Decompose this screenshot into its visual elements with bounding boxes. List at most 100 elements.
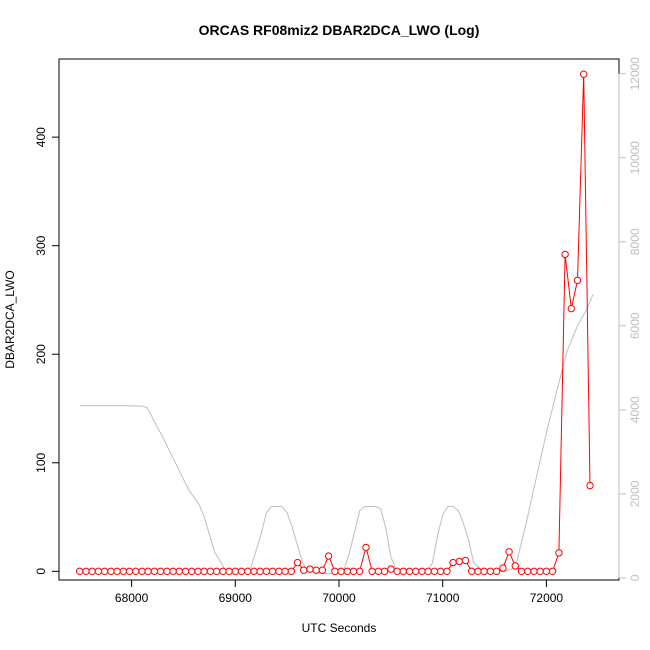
data-point [499, 564, 507, 572]
data-point [393, 567, 401, 575]
y-tick-label: 400 [34, 127, 48, 147]
data-point [212, 567, 221, 575]
data-point [293, 558, 302, 567]
primary-series-line [79, 74, 591, 572]
data-point [244, 567, 252, 575]
data-point [281, 567, 289, 575]
data-point [175, 567, 184, 575]
data-point [455, 557, 463, 566]
data-point [567, 304, 575, 313]
y2-tick-label: 4000 [628, 396, 642, 423]
data-point [492, 567, 501, 575]
data-point [443, 567, 451, 575]
data-point [194, 567, 202, 575]
secondary-series [79, 294, 594, 575]
y2-tick-label: 2000 [628, 480, 642, 507]
data-point [88, 567, 96, 575]
data-point [119, 567, 128, 575]
data-point [399, 567, 407, 575]
data-point [387, 565, 395, 573]
data-point [82, 567, 90, 575]
y-tick-label: 0 [34, 568, 48, 575]
data-point [181, 567, 190, 575]
data-point [405, 567, 414, 575]
data-point [524, 567, 532, 575]
data-point [424, 567, 432, 575]
x-tick-label: 70000 [322, 591, 356, 605]
data-point [474, 567, 482, 575]
x-tick-label: 68000 [115, 591, 149, 605]
x-tick-label: 72000 [530, 591, 564, 605]
data-point [530, 567, 538, 575]
data-point [561, 250, 569, 259]
data-point [256, 567, 264, 575]
data-point [237, 567, 246, 575]
data-point [107, 567, 115, 575]
primary-series [76, 70, 594, 575]
data-point [262, 567, 271, 575]
data-point [337, 567, 345, 575]
data-point [468, 567, 476, 575]
secondary-series-line [79, 294, 594, 575]
data-point [219, 567, 227, 575]
x-axis-label: UTC Seconds [302, 621, 377, 635]
x-tick-label: 69000 [219, 591, 253, 605]
data-point [76, 567, 84, 575]
data-point [517, 567, 526, 575]
y2-tick-label: 0 [628, 574, 642, 581]
data-point [200, 567, 208, 575]
plot-frame [58, 58, 620, 581]
data-point [287, 567, 295, 575]
data-point [163, 567, 171, 575]
y-tick-label: 100 [34, 452, 48, 472]
data-point [511, 562, 519, 570]
data-point [461, 556, 470, 565]
axes: 68000 69000 70000 71000 72000010020030040002… [34, 57, 642, 605]
data-point [169, 567, 177, 575]
data-point [418, 567, 426, 575]
data-point [318, 566, 327, 574]
data-point [548, 567, 557, 575]
data-point [580, 70, 588, 78]
data-point [349, 567, 358, 575]
y-tick-label: 200 [34, 344, 48, 364]
data-point [113, 567, 121, 575]
data-point [312, 566, 320, 574]
data-point [100, 567, 109, 575]
data-point [132, 567, 140, 575]
data-point [380, 567, 389, 575]
y-tick-label: 300 [34, 235, 48, 255]
data-point [430, 567, 439, 575]
data-point [275, 567, 283, 575]
y-axis-label: DBAR2DCA_LWO [3, 270, 17, 368]
data-point [225, 567, 233, 575]
data-point [156, 567, 165, 575]
data-point [150, 567, 159, 575]
data-point [94, 567, 103, 575]
y2-tick-label: 6000 [628, 312, 642, 339]
data-point [331, 567, 339, 575]
y2-tick-label: 8000 [628, 228, 642, 255]
chart-title: ORCAS RF08miz2 DBAR2DCA_LWO (Log) [199, 22, 480, 38]
data-point [138, 567, 146, 575]
data-point [125, 567, 134, 575]
data-point [188, 567, 196, 575]
data-point [505, 548, 513, 556]
x-tick-label: 71000 [426, 591, 460, 605]
data-point [536, 567, 544, 575]
data-point [573, 276, 582, 285]
data-point [480, 567, 488, 575]
data-point [374, 567, 383, 575]
data-point [206, 567, 215, 575]
data-point [144, 567, 152, 575]
data-point [306, 565, 314, 573]
data-point [356, 567, 364, 575]
data-point [586, 481, 594, 490]
data-point [268, 567, 277, 575]
data-point [542, 567, 551, 575]
data-point [412, 567, 420, 575]
data-point [343, 567, 351, 575]
y2-tick-label: 12000 [628, 57, 642, 91]
data-point [362, 543, 370, 552]
